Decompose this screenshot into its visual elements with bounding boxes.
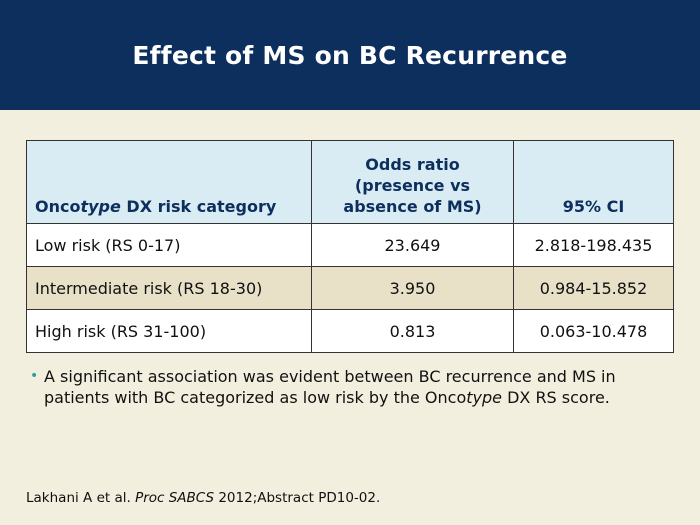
cell-odds-ratio: 3.950 [311,266,514,310]
cell-odds-ratio: 23.649 [311,223,514,267]
results-table: Oncotype DX risk category Odds ratio (pre… [26,140,674,353]
cell-odds-ratio: 0.813 [311,309,514,353]
cell-ci: 0.984-15.852 [513,266,674,310]
table-row: Low risk (RS 0-17) 23.649 2.818-198.435 [26,223,674,267]
header-odds-ratio: Odds ratio (presence vs absence of MS) [311,140,514,224]
cell-category: Intermediate risk (RS 18-30) [26,266,312,310]
cell-category: High risk (RS 31-100) [26,309,312,353]
cell-ci: 0.063-10.478 [513,309,674,353]
slide-title: Effect of MS on BC Recurrence [132,40,568,70]
header-risk-category: Oncotype DX risk category [26,140,312,224]
citation: Lakhani A et al. Proc SABCS 2012;Abstrac… [26,490,381,506]
table-row: High risk (RS 31-100) 0.813 0.063-10.478 [26,309,674,353]
cell-ci: 2.818-198.435 [513,223,674,267]
header-ci: 95% CI [513,140,674,224]
bullet-dot-icon: • [30,368,39,384]
bullet-text: A significant association was evident be… [44,367,616,407]
table-header-row: Oncotype DX risk category Odds ratio (pre… [26,140,674,224]
table-row: Intermediate risk (RS 18-30) 3.950 0.984… [26,266,674,310]
bullet-point: • A significant association was evident … [30,366,660,408]
title-bar: Effect of MS on BC Recurrence [0,0,700,110]
cell-category: Low risk (RS 0-17) [26,223,312,267]
